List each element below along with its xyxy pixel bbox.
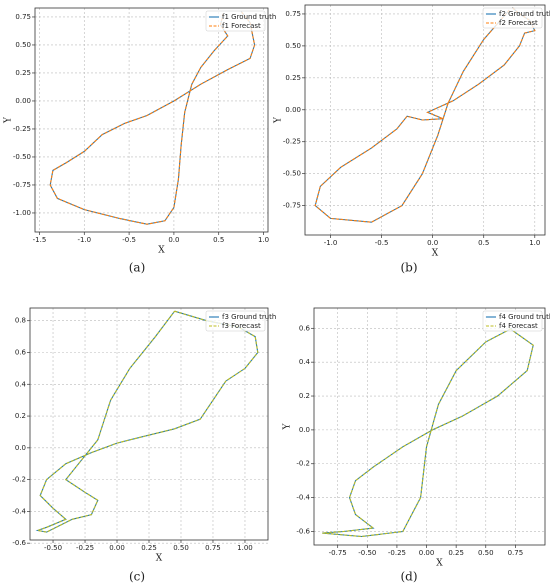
legend-box — [205, 10, 266, 32]
x-tick-label: 0.25 — [141, 544, 157, 552]
x-tick-label: 0.50 — [478, 549, 494, 557]
x-tick-label: -1.0 — [324, 239, 338, 247]
x-tick-label: 0.5 — [478, 239, 489, 247]
y-axis-label: Y — [283, 422, 293, 430]
legend-box — [205, 310, 266, 332]
plot-frame — [34, 7, 269, 233]
x-tick-label: 1.00 — [237, 544, 253, 552]
series-line — [49, 11, 256, 225]
y-tick-label: 0.0 — [299, 426, 310, 434]
plot-frame — [313, 307, 546, 546]
x-tick-label: 1.0 — [258, 236, 269, 244]
legend-label: f4 Forecast — [499, 322, 538, 330]
y-tick-label: 0.00 — [285, 106, 301, 114]
y-axis-label: Y — [274, 116, 284, 124]
x-tick-label: 0.00 — [419, 549, 435, 557]
plot-frame — [29, 307, 269, 541]
series-line — [35, 310, 259, 533]
y-tick-label: -0.6 — [296, 527, 310, 535]
legend-label: f1 Ground truth — [222, 13, 276, 21]
x-tick-label: -0.50 — [358, 549, 376, 557]
y-tick-label: -0.25 — [13, 125, 31, 133]
legend-label: f3 Ground truth — [222, 313, 276, 321]
series-line — [314, 7, 536, 223]
x-tick-label: -0.25 — [388, 549, 406, 557]
y-tick-label: 0.6 — [299, 324, 311, 332]
legend-label: f2 Ground truth — [499, 10, 550, 18]
legend-label: f3 Forecast — [222, 322, 261, 330]
x-tick-label: 0.50 — [173, 544, 189, 552]
y-tick-label: -0.50 — [283, 170, 301, 178]
y-tick-label: 0.50 — [285, 42, 301, 50]
y-tick-label: -0.6 — [12, 539, 26, 547]
y-tick-label: 0.75 — [15, 13, 31, 21]
y-tick-label: -0.75 — [283, 202, 301, 210]
y-axis-label: Y — [4, 116, 14, 124]
y-tick-label: 0.6 — [15, 348, 27, 356]
y-tick-label: 0.2 — [299, 392, 310, 400]
y-tick-label: 0.8 — [15, 317, 26, 325]
y-tick-label: -0.4 — [12, 507, 26, 515]
series-line — [49, 11, 256, 225]
caption: (a) — [129, 261, 146, 275]
caption: (b) — [400, 261, 417, 275]
y-tick-label: -0.4 — [296, 494, 310, 502]
x-axis-label: X — [436, 559, 443, 569]
x-tick-label: 0.75 — [205, 544, 221, 552]
x-tick-label: 0.75 — [508, 549, 524, 557]
x-tick-label: 0.0 — [427, 239, 438, 247]
legend-label: f2 Forecast — [499, 19, 538, 27]
legend-box — [482, 310, 543, 332]
y-tick-label: -0.50 — [13, 153, 31, 161]
legend-label: f4 Ground truth — [499, 313, 550, 321]
x-axis-label: X — [158, 246, 165, 256]
y-tick-label: -0.2 — [12, 476, 26, 484]
x-tick-label: 0.0 — [168, 236, 179, 244]
x-tick-label: -0.50 — [44, 544, 62, 552]
plot-frame — [304, 4, 546, 236]
series-line — [35, 310, 259, 533]
x-tick-label: 1.0 — [529, 239, 540, 247]
y-tick-label: -0.75 — [13, 181, 31, 189]
caption: (d) — [400, 570, 417, 584]
y-tick-label: 0.4 — [15, 380, 27, 388]
y-tick-label: 0.50 — [15, 41, 31, 49]
y-tick-label: -0.2 — [296, 460, 310, 468]
y-tick-label: 0.25 — [285, 74, 301, 82]
x-axis-label: X — [432, 249, 439, 259]
y-tick-label: -0.25 — [283, 138, 301, 146]
x-tick-label: 0.5 — [213, 236, 224, 244]
series-line — [314, 7, 536, 223]
series-line — [322, 327, 534, 538]
legend-label: f1 Forecast — [222, 22, 261, 30]
legend-box — [482, 7, 543, 29]
x-axis-label: X — [156, 554, 163, 564]
y-tick-label: 0.2 — [15, 412, 26, 420]
y-tick-label: -1.00 — [13, 209, 31, 217]
y-tick-label: 0.00 — [15, 97, 31, 105]
x-tick-label: -0.75 — [329, 549, 347, 557]
x-tick-label: -0.25 — [76, 544, 94, 552]
x-tick-label: -1.0 — [77, 236, 91, 244]
y-tick-label: 0.75 — [285, 10, 301, 18]
x-tick-label: 0.25 — [448, 549, 464, 557]
x-tick-label: -0.5 — [122, 236, 136, 244]
x-tick-label: -1.5 — [33, 236, 47, 244]
y-tick-label: 0.0 — [15, 444, 26, 452]
y-tick-label: 0.25 — [15, 69, 31, 77]
caption: (c) — [129, 570, 145, 584]
x-tick-label: 0.00 — [109, 544, 125, 552]
y-tick-label: 0.4 — [299, 358, 311, 366]
x-tick-label: -0.5 — [375, 239, 389, 247]
